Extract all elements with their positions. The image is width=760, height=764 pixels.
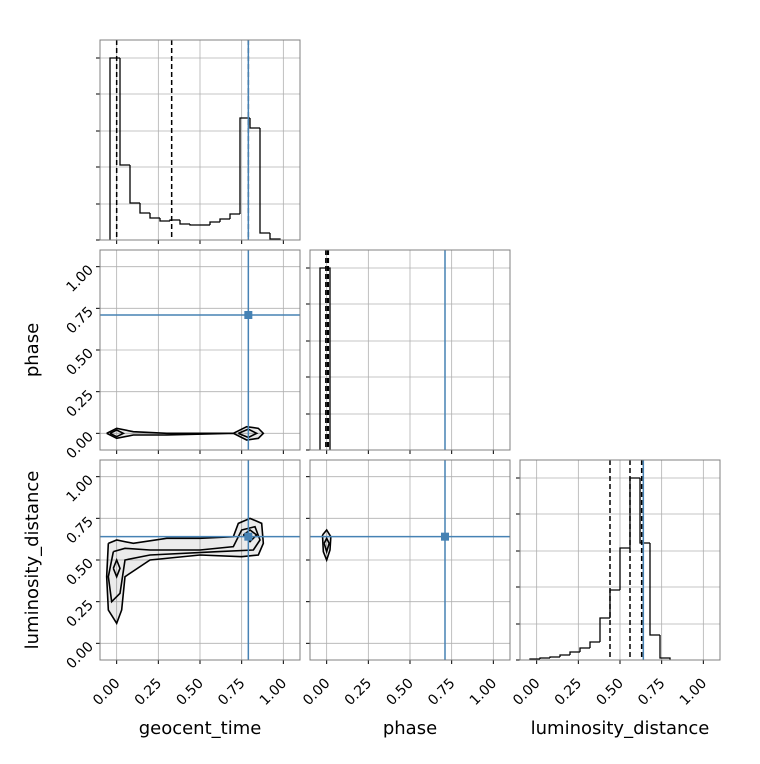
y-tick-label: 1.00 — [63, 262, 96, 295]
x-tick-label: 0.75 — [215, 676, 248, 709]
x-axis-label: phase — [383, 718, 437, 739]
x-tick-label: 0.25 — [132, 676, 165, 709]
truth-marker — [441, 532, 449, 541]
x-tick-label: 0.50 — [383, 676, 416, 709]
contour — [107, 525, 261, 604]
x-tick-label: 0.00 — [300, 676, 333, 709]
contour — [106, 425, 265, 441]
histogram-bin — [219, 218, 230, 222]
y-axis-label: luminosity_distance — [22, 471, 43, 650]
histogram-bin — [239, 117, 250, 214]
panel-frame — [99, 459, 301, 661]
histogram-bin — [649, 543, 660, 636]
histogram-bin — [539, 657, 550, 659]
contour — [323, 536, 331, 555]
histogram-bin — [619, 547, 630, 590]
panel-frame — [519, 459, 721, 661]
histogram-bin — [139, 203, 150, 214]
histogram-bin — [579, 647, 590, 652]
histogram-bin — [559, 654, 570, 657]
histogram-bin — [189, 224, 200, 226]
panel-content — [100, 250, 300, 450]
x-tick-label: 0.25 — [552, 676, 585, 709]
y-tick-label: 0.50 — [63, 556, 96, 589]
histogram-bin — [659, 635, 671, 660]
contour — [112, 557, 121, 579]
contour — [321, 528, 332, 563]
x-axis-label: luminosity_distance — [531, 718, 710, 739]
histogram-bin — [119, 58, 130, 166]
histogram-bin — [569, 651, 580, 655]
histogram-bin — [159, 218, 170, 222]
y-tick-label: 0.25 — [63, 597, 96, 630]
x-tick-label: 0.50 — [173, 676, 206, 709]
y-tick-label: 0.00 — [63, 429, 96, 462]
histogram-bin — [179, 220, 190, 225]
panel-frame — [309, 249, 511, 451]
panel-content — [109, 40, 281, 240]
x-tick-label: 0.75 — [425, 676, 458, 709]
y-tick-label: 0.75 — [63, 514, 96, 547]
histogram-bin — [259, 128, 270, 234]
panel-content — [100, 460, 300, 660]
histogram-bin — [549, 656, 560, 658]
histogram-bin — [149, 213, 160, 219]
y-tick-label: 0.25 — [63, 387, 96, 420]
histogram-bin — [319, 267, 327, 450]
histogram-bin — [609, 589, 620, 618]
histogram-bin — [169, 219, 180, 221]
histogram-bin — [269, 233, 281, 240]
x-tick-label: 0.50 — [593, 676, 626, 709]
contour — [238, 428, 259, 439]
histogram-bin — [109, 57, 120, 240]
y-tick-label: 1.00 — [63, 472, 96, 505]
panel-frame — [99, 39, 301, 241]
y-tick-label: 0.00 — [63, 639, 96, 672]
panel-frame — [99, 249, 301, 451]
y-axis-label: phase — [22, 323, 43, 377]
histogram-bin — [629, 477, 640, 548]
histogram-bin — [229, 213, 240, 219]
x-tick-label: 1.00 — [467, 676, 500, 709]
x-tick-label: 1.00 — [677, 676, 710, 709]
histogram-bin — [639, 478, 650, 544]
histogram-bin — [129, 165, 140, 204]
x-tick-label: 0.00 — [90, 676, 123, 709]
panel-content — [319, 250, 446, 450]
histogram-bin — [589, 641, 600, 648]
x-tick-label: 0.25 — [342, 676, 375, 709]
x-axis-label: geocent_time — [139, 718, 262, 739]
truth-marker — [244, 311, 253, 319]
x-tick-label: 1.00 — [257, 676, 290, 709]
panel-content — [529, 460, 671, 660]
contour — [109, 429, 126, 438]
y-tick-label: 0.50 — [63, 346, 96, 379]
panel-frame — [309, 459, 511, 661]
histogram-bin — [249, 118, 260, 129]
panel-content — [310, 460, 510, 660]
histogram-bin — [209, 221, 220, 225]
contour — [105, 517, 265, 626]
truth-marker — [244, 532, 253, 541]
x-tick-label: 0.75 — [635, 676, 668, 709]
x-tick-label: 0.00 — [510, 676, 543, 709]
y-tick-label: 0.75 — [63, 304, 96, 337]
histogram-bin — [599, 617, 610, 642]
